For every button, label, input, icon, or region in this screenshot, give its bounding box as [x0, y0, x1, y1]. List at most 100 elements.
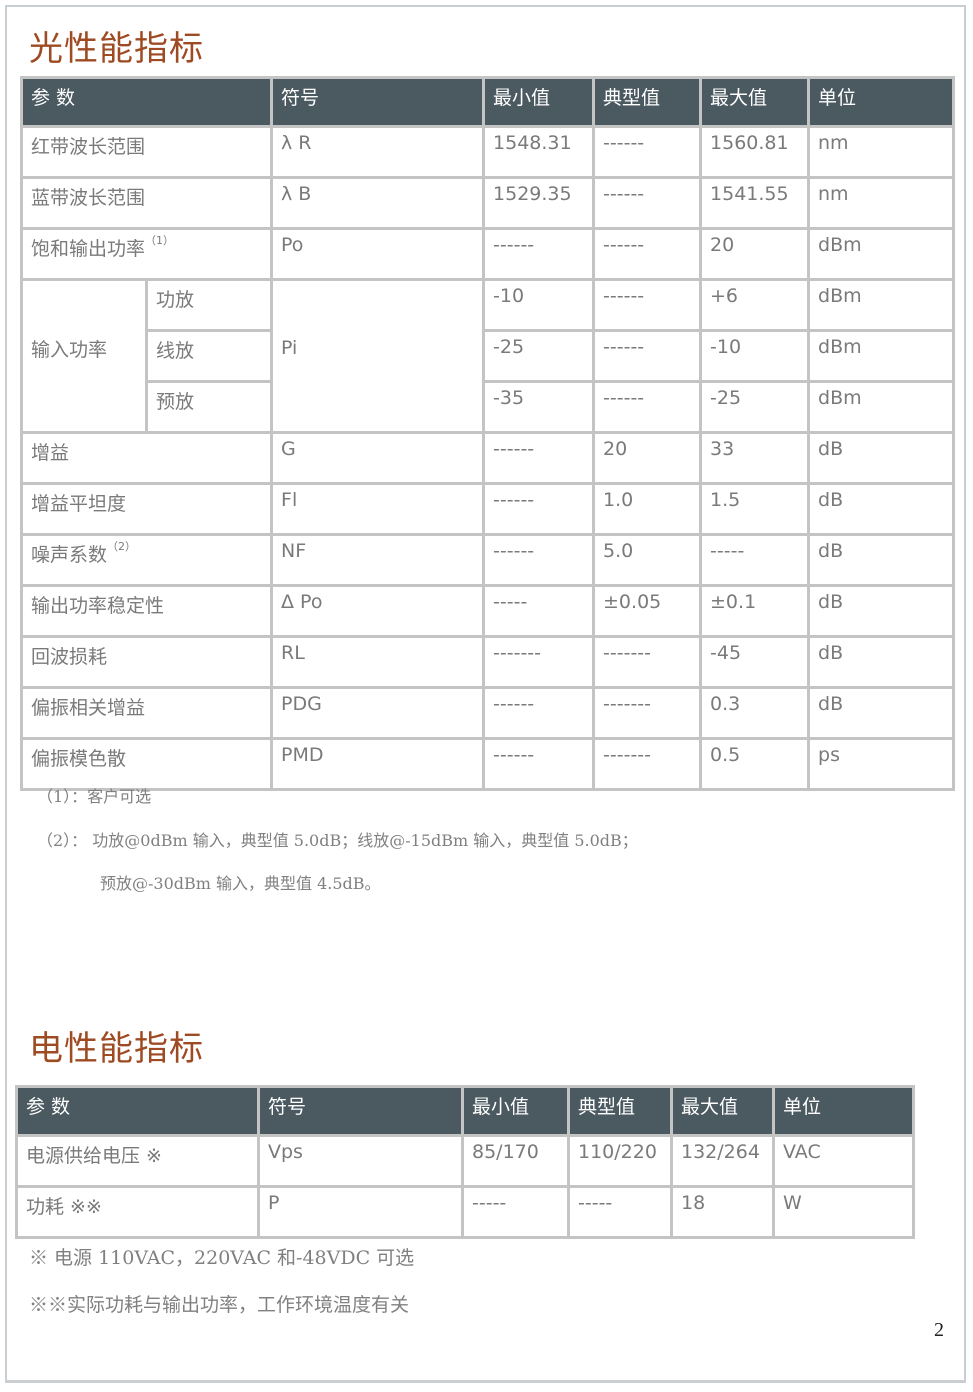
param-cell: 蓝带波长范围: [19, 176, 274, 230]
min-cell: ------: [482, 227, 596, 281]
max-cell: 1541.55: [699, 176, 811, 230]
param-label: 回波损耗: [31, 646, 108, 668]
unit-cell: dBm: [807, 278, 956, 332]
unit-cell: ps: [807, 737, 956, 791]
table-row: 预放 -35 ------ -25 dBm: [22, 380, 956, 434]
max-cell: 1560.81: [699, 125, 811, 179]
max-cell: 33: [699, 431, 811, 485]
typ-cell: ------: [592, 227, 703, 281]
unit-cell: dB: [807, 635, 956, 689]
typ-cell: ±0.05: [592, 584, 703, 638]
column-header: 符号: [257, 1085, 464, 1137]
optical-spec-table: 参 数符号 最小值 典型值 最大值 单位 红带波长范围 λ R 1548.31 ------ 1…: [19, 76, 956, 791]
subparam-cell: 线放: [144, 329, 274, 383]
unit-cell: VAC: [772, 1134, 915, 1188]
typ-cell: 20: [592, 431, 703, 485]
table-row: 饱和输出功率（1） Po ------ ------ 20 dBm: [19, 227, 956, 281]
max-cell: +6: [699, 278, 811, 332]
column-header: 单位: [772, 1085, 915, 1137]
unit-cell: dB: [807, 584, 956, 638]
typ-cell: 5.0: [592, 533, 703, 587]
table-row: 输入功率 功放 Pi -10 ------ +6 dBm: [20, 278, 956, 434]
column-header: 单位: [807, 76, 956, 128]
column-header: 参 数: [15, 1085, 260, 1137]
table-row: 蓝带波长范围 λ B 1529.35 ------ 1541.55 nm: [19, 176, 956, 230]
param-cell: 电源供给电压 ※: [15, 1134, 260, 1188]
unit-cell: dBm: [807, 227, 956, 281]
typ-cell: ------: [592, 176, 703, 230]
page-number: 2: [934, 1319, 944, 1341]
table-row: 功耗 ※※ P ----- ----- 18 W: [15, 1185, 915, 1239]
symbol-cell: Pi: [270, 278, 486, 434]
param-label: 增益: [31, 442, 70, 464]
min-cell: -10: [482, 278, 596, 332]
typ-cell: ------: [592, 329, 703, 383]
symbol-cell: PDG: [270, 686, 486, 740]
unit-cell: dB: [807, 686, 956, 740]
symbol-cell: λ R: [270, 125, 486, 179]
column-header: 最大值: [670, 1085, 775, 1137]
min-cell: -25: [482, 329, 596, 383]
param-cell: 增益平坦度: [19, 482, 274, 536]
max-cell: -----: [699, 533, 811, 587]
subparam-cell: 功放: [144, 278, 274, 332]
unit-cell: nm: [807, 176, 956, 230]
max-cell: 18: [670, 1185, 775, 1239]
min-cell: 1548.31: [482, 125, 596, 179]
param-label: 输出功率稳定性: [31, 595, 165, 617]
param-label: 蓝带波长范围: [31, 187, 146, 209]
symbol-cell: G: [270, 431, 486, 485]
max-cell: -10: [699, 329, 811, 383]
typ-cell: -------: [592, 686, 703, 740]
min-cell: -----: [482, 584, 596, 638]
param-cell: 噪声系数（2）: [19, 533, 274, 587]
min-cell: ------: [482, 482, 596, 536]
symbol-cell: P: [257, 1185, 464, 1239]
typ-cell: ------: [592, 380, 703, 434]
table-row: 偏振模色散 PMD ------ ------- 0.5 ps: [19, 737, 956, 791]
column-header: 参 数: [19, 76, 274, 128]
column-header: 典型值: [592, 76, 703, 128]
max-cell: 20: [699, 227, 811, 281]
typ-cell: -------: [592, 635, 703, 689]
param-label: 偏振相关增益: [31, 697, 146, 719]
param-cell: 饱和输出功率（1）: [19, 227, 274, 281]
param-cell: 输入功率: [20, 278, 148, 434]
table-row: 红带波长范围 λ R 1548.31 ------ 1560.81 nm: [19, 125, 956, 179]
param-label: 饱和输出功率: [31, 238, 146, 260]
param-label: 增益平坦度: [31, 493, 127, 515]
table-row: 增益平坦度 Fl ------ 1.0 1.5 dB: [19, 482, 956, 536]
electrical-note-2: ※※实际功耗与输出功率，工作环境温度有关: [29, 1294, 410, 1316]
table-row: 线放 -25 ------ -10 dBm: [22, 329, 956, 383]
typ-cell: ------: [592, 278, 703, 332]
symbol-cell: RL: [270, 635, 486, 689]
unit-cell: dB: [807, 482, 956, 536]
param-cell: 增益: [19, 431, 274, 485]
unit-cell: W: [772, 1185, 915, 1239]
electrical-section-title: 电性能指标: [29, 1029, 204, 1069]
typ-cell: -------: [592, 737, 703, 791]
footnote-2: （2）： 功放@0dBm 输入，典型值 5.0dB；线放@-15dBm 输入，典…: [37, 831, 638, 850]
min-cell: -35: [482, 380, 596, 434]
max-cell: -25: [699, 380, 811, 434]
table-row: 偏振相关增益 PDG ------ ------- 0.3 dB: [19, 686, 956, 740]
min-cell: ------: [482, 431, 596, 485]
subparam-cell: 预放: [144, 380, 274, 434]
max-cell: ±0.1: [699, 584, 811, 638]
table-row: 噪声系数（2） NF ------ 5.0 ----- dB: [19, 533, 956, 587]
column-header: 符号: [270, 76, 486, 128]
param-label: 偏振模色散: [31, 748, 127, 770]
electrical-note-1: ※ 电源 110VAC，220VAC 和-48VDC 可选: [29, 1247, 415, 1269]
symbol-cell: PMD: [270, 737, 486, 791]
unit-cell: dB: [807, 431, 956, 485]
footnote-1: （1）：客户可选: [37, 787, 152, 806]
column-header: 最大值: [699, 76, 811, 128]
max-cell: 0.3: [699, 686, 811, 740]
typ-cell: 110/220: [567, 1134, 673, 1188]
min-cell: ------: [482, 533, 596, 587]
param-cell: 功耗 ※※: [15, 1185, 260, 1239]
footnote-2-cont: 预放@-30dBm 输入，典型值 4.5dB。: [100, 874, 381, 893]
column-header: 典型值: [567, 1085, 673, 1137]
table-row: 电源供给电压 ※ Vps 85/170 110/220 132/264 VAC: [15, 1134, 915, 1188]
param-cell: 偏振相关增益: [19, 686, 274, 740]
